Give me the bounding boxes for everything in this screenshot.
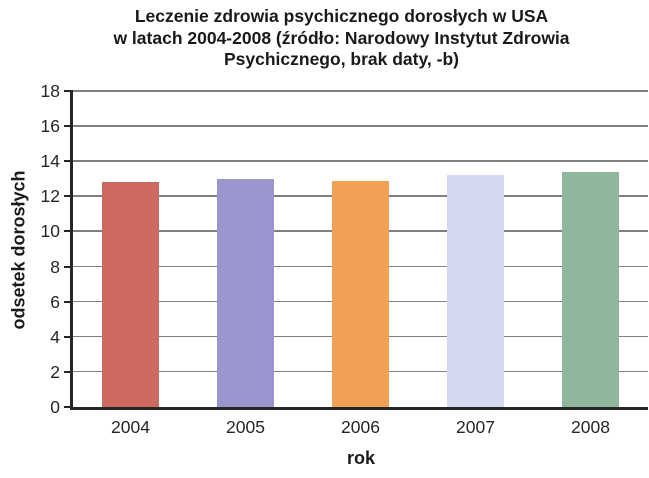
bar-2005 (217, 178, 274, 407)
y-tick-16 (64, 125, 73, 128)
bar-2007 (447, 175, 504, 407)
y-tick-label-8: 8 (50, 256, 60, 277)
y-tick-label-2: 2 (50, 361, 60, 382)
gridline-y-16 (73, 125, 648, 127)
gridline-y-14 (73, 160, 648, 162)
x-tick-label-2006: 2006 (341, 417, 380, 437)
bar-2006 (332, 180, 389, 407)
y-tick-10 (64, 230, 73, 233)
chart-title-line-3: Psychicznego, brak daty, -b) (223, 49, 459, 69)
y-tick-4 (64, 335, 73, 338)
y-tick-2 (64, 370, 73, 373)
y-tick-label-4: 4 (50, 326, 60, 347)
plot-area (70, 91, 648, 410)
y-tick-6 (64, 300, 73, 303)
y-tick-label-0: 0 (50, 397, 60, 417)
y-tick-0 (64, 406, 73, 408)
y-tick-label-12: 12 (40, 186, 60, 207)
bar-2008 (562, 171, 619, 407)
y-tick-8 (64, 265, 73, 268)
y-tick-label-18: 18 (40, 81, 60, 101)
y-tick-label-6: 6 (50, 291, 60, 312)
y-tick-label-10: 10 (40, 221, 60, 242)
y-tick-18 (64, 90, 73, 92)
chart-title: Leczenie zdrowia psychicznego dorosłych … (34, 6, 649, 71)
x-tick-label-2005: 2005 (226, 417, 265, 437)
chart-title-line-1: Leczenie zdrowia psychicznego dorosłych … (134, 6, 549, 26)
chart-title-line-2: w latach 2004-2008 (źródło: Narodowy Ins… (113, 27, 570, 48)
gridline-y-18 (73, 90, 648, 92)
x-tick-label-2007: 2007 (456, 417, 495, 437)
y-tick-label-14: 14 (40, 151, 60, 172)
bar-2004 (102, 182, 159, 407)
y-tick-label-16: 16 (40, 116, 60, 137)
x-tick-label-2004: 2004 (111, 417, 150, 437)
x-axis-label: rok (346, 448, 375, 468)
x-tick-label-2008: 2008 (571, 417, 610, 437)
y-tick-14 (64, 160, 73, 163)
y-tick-12 (64, 195, 73, 198)
